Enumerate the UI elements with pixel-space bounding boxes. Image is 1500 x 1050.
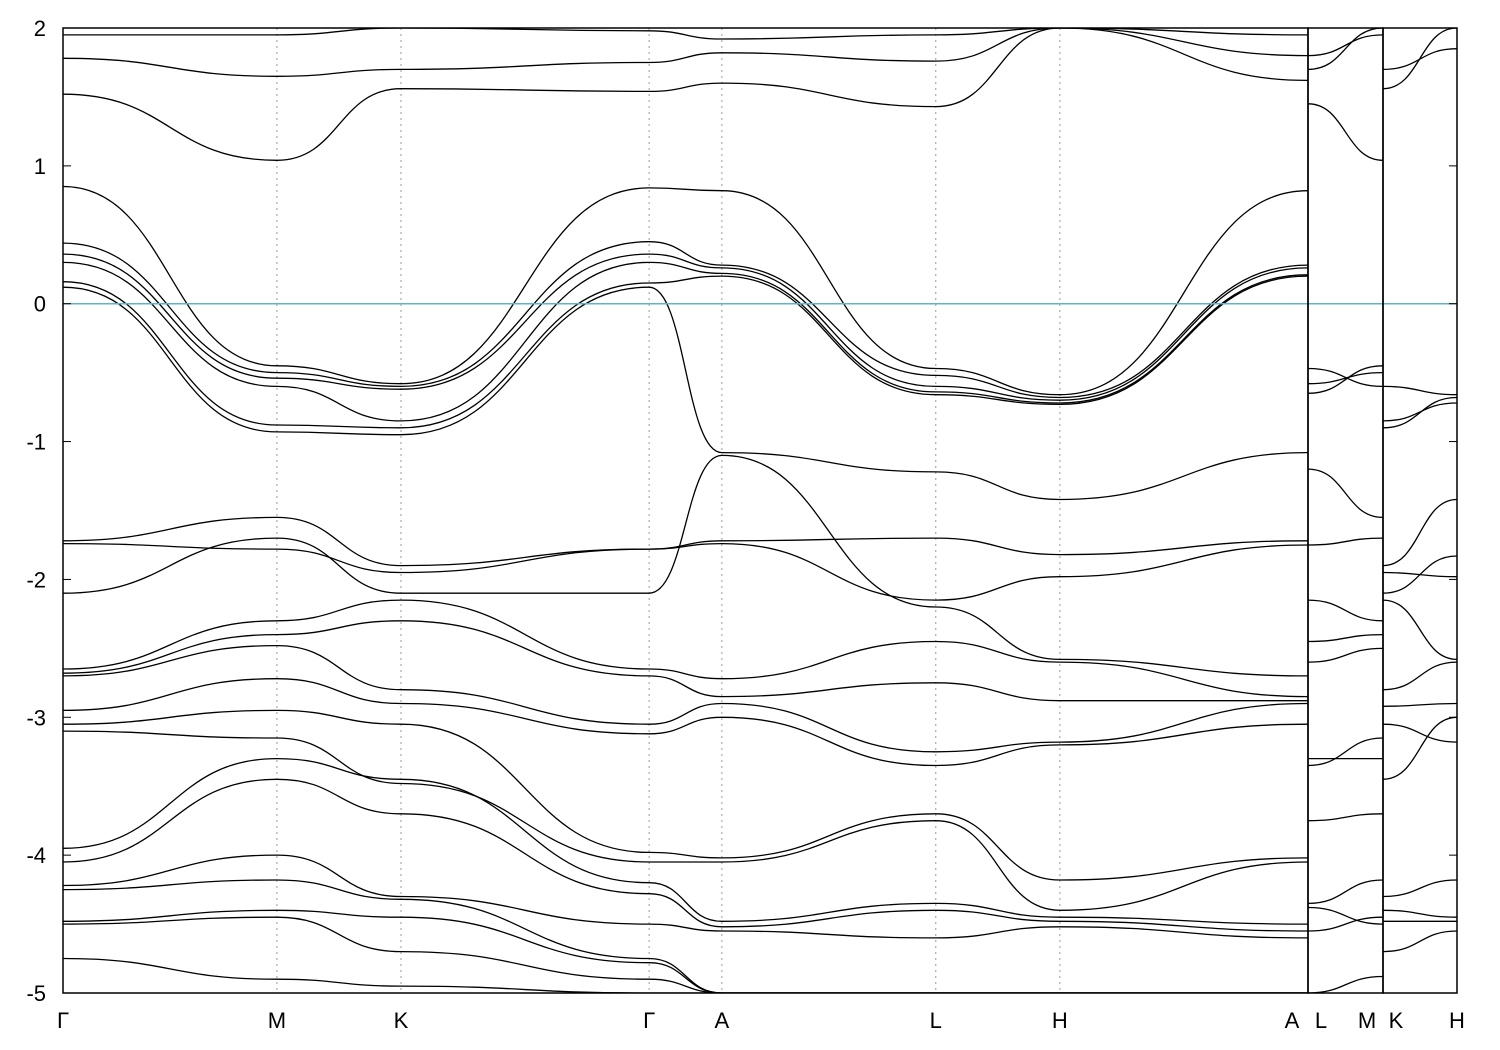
y-tick-label: 0: [34, 292, 46, 317]
kpoint-label: M: [268, 1008, 286, 1033]
band-line: [1307, 633, 1384, 643]
band-line: [1307, 975, 1384, 993]
kpoint-label: K: [1389, 1008, 1404, 1033]
band-line: [63, 778, 1309, 932]
band-line: [1307, 34, 1384, 57]
band-line: [1382, 723, 1457, 743]
band-line: [63, 620, 1308, 702]
kpoint-label: L: [930, 1008, 942, 1033]
band-line: [63, 916, 1308, 993]
band-line: [1307, 916, 1384, 932]
band-line: [1382, 396, 1457, 429]
band-line: [63, 275, 1309, 429]
kpoint-label: A: [715, 1008, 730, 1033]
kpoint-label: K: [394, 1008, 409, 1033]
band-line: [1382, 909, 1457, 918]
band-line: [1307, 365, 1384, 394]
band-line: [1382, 555, 1457, 594]
band-line: [63, 261, 1309, 422]
kpoint-label: M: [1358, 1008, 1376, 1033]
band-line: [1382, 385, 1457, 396]
y-axis-ticks: 2 1 0 -1 -2 -3 -4 -5: [26, 16, 1457, 1006]
band-line: [1307, 28, 1384, 71]
kpoint-label: H: [1449, 1008, 1465, 1033]
band-line: [63, 678, 1309, 767]
band-line: [1382, 702, 1457, 707]
band-line: [1307, 879, 1384, 905]
band-line: [63, 516, 1309, 567]
kpoint-label: A: [1285, 1008, 1300, 1033]
band-line: [1307, 468, 1384, 519]
band-line: [63, 253, 1309, 401]
band-line: [63, 286, 1309, 501]
y-tick-label: -5: [26, 981, 46, 1006]
y-tick-label: -4: [26, 843, 46, 868]
band-line: [63, 644, 1309, 753]
band-line: [63, 185, 1309, 396]
grid-lines: [276, 28, 1061, 993]
band-line: [1307, 599, 1384, 622]
band-line: [1307, 813, 1384, 822]
band-line: [1382, 930, 1457, 953]
kpoint-label: Γ: [57, 1008, 69, 1033]
band-line: [63, 709, 1309, 881]
band-line: [63, 757, 1309, 925]
y-tick-label: -2: [26, 567, 46, 592]
band-line: [63, 854, 1309, 939]
band-line: [1307, 367, 1384, 388]
band-line: [63, 730, 1309, 911]
panel-frame: [1307, 27, 1384, 994]
band-line: [63, 241, 1309, 399]
band-line: [1307, 103, 1384, 161]
band-line: [1382, 879, 1457, 898]
band-lines: [63, 28, 1457, 993]
band-line: [1382, 599, 1457, 661]
plot-frames: [62, 27, 1458, 994]
y-tick-label: 2: [34, 16, 46, 41]
band-line: [1382, 661, 1457, 691]
band-line: [1382, 498, 1457, 567]
band-line: [63, 879, 1308, 993]
band-line: [63, 909, 1308, 993]
band-line: [1307, 537, 1384, 546]
band-line: [1307, 906, 1384, 925]
y-tick-label: -3: [26, 705, 46, 730]
band-line: [63, 599, 1309, 698]
y-tick-label: -1: [26, 430, 46, 455]
band-line: [1382, 48, 1457, 71]
kpoint-label: H: [1052, 1008, 1068, 1033]
band-line: [1307, 737, 1384, 767]
kpoint-label: L: [1315, 1008, 1327, 1033]
band-line: [63, 542, 1309, 601]
band-line: [63, 454, 1309, 677]
panel-frame: [62, 27, 1309, 994]
band-line: [63, 28, 1309, 161]
panel-frame: [1382, 27, 1458, 994]
band-line: [1307, 647, 1384, 663]
y-tick-label: 1: [34, 154, 46, 179]
band-line: [1382, 716, 1457, 780]
kpoint-label: Γ: [643, 1008, 655, 1033]
